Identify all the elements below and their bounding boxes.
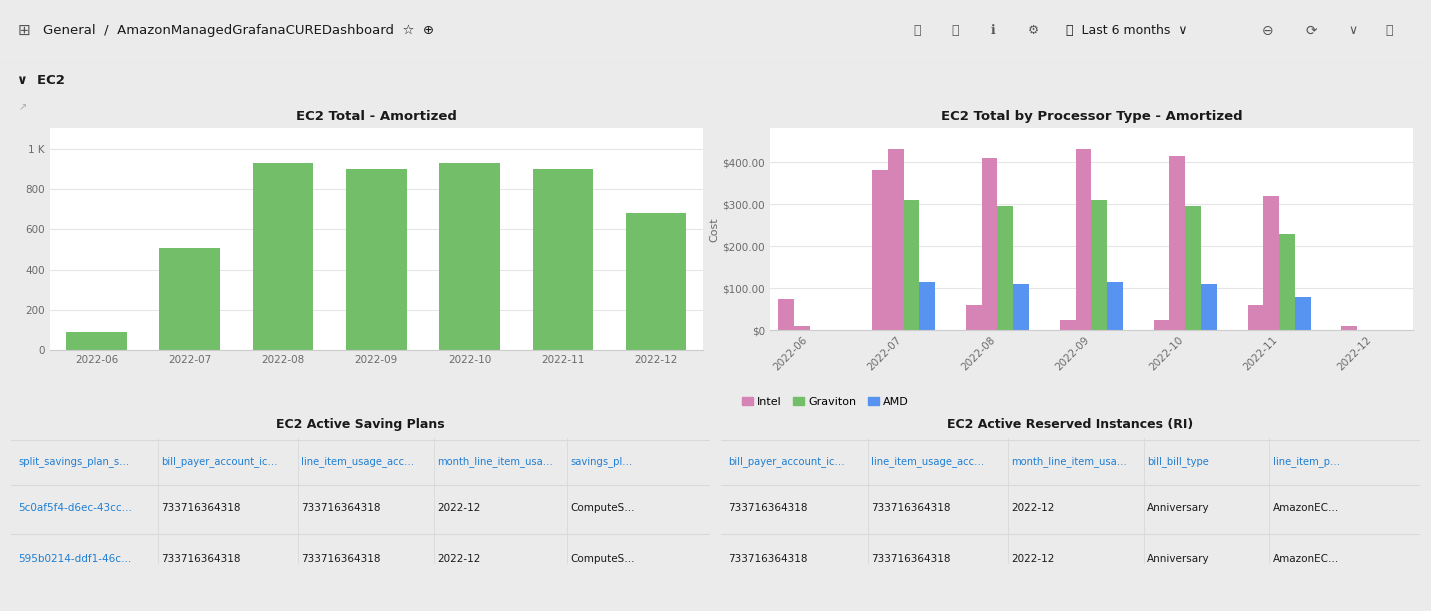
Bar (919, 282, 934, 331)
Text: 733716364318: 733716364318 (871, 554, 950, 564)
Text: ComputeS…: ComputeS… (570, 554, 635, 564)
Text: EC2 Active Reserved Instances (RI): EC2 Active Reserved Instances (RI) (947, 419, 1193, 431)
Text: 733716364318: 733716364318 (728, 554, 807, 564)
Text: AmazonEC…: AmazonEC… (1274, 503, 1339, 513)
Bar (1169, 156, 1185, 331)
Text: 2022-12: 2022-12 (1012, 554, 1055, 564)
Text: savings_pl…: savings_pl… (570, 456, 633, 467)
Text: 733716364318: 733716364318 (728, 503, 807, 513)
Text: 733716364318: 733716364318 (302, 554, 381, 564)
Text: 733716364318: 733716364318 (162, 554, 240, 564)
Bar (794, 326, 810, 331)
Bar (1092, 200, 1108, 331)
Bar (1295, 297, 1311, 331)
Y-axis label: Cost: Cost (710, 217, 720, 242)
Text: 2022-12: 2022-12 (1012, 503, 1055, 513)
Text: bill_bill_type: bill_bill_type (1148, 456, 1209, 467)
Text: ComputeS…: ComputeS… (570, 503, 635, 513)
Text: ⊖: ⊖ (1262, 24, 1274, 38)
Bar (1264, 196, 1279, 331)
Text: ⏱  Last 6 months  ∨: ⏱ Last 6 months ∨ (1066, 24, 1188, 37)
Legend: Intel, Graviton, AMD: Intel, Graviton, AMD (737, 392, 913, 411)
Bar (625, 213, 687, 351)
Bar (532, 169, 594, 351)
Bar (1341, 326, 1357, 331)
Bar (1013, 284, 1029, 331)
Text: ∨: ∨ (1348, 24, 1357, 37)
Text: month_line_item_usa…: month_line_item_usa… (1012, 456, 1126, 467)
Text: ℹ: ℹ (990, 24, 995, 37)
Text: Anniversary: Anniversary (1148, 503, 1209, 513)
Text: bill_payer_account_ic…: bill_payer_account_ic… (162, 456, 278, 467)
Text: 2022-12: 2022-12 (438, 554, 481, 564)
Title: EC2 Total - Amortized: EC2 Total - Amortized (296, 110, 456, 123)
Bar (997, 207, 1013, 331)
Text: 733716364318: 733716364318 (871, 503, 950, 513)
Text: bill_payer_account_ic…: bill_payer_account_ic… (728, 456, 844, 467)
Text: 🖥: 🖥 (1385, 24, 1392, 37)
Text: 733716364318: 733716364318 (162, 503, 240, 513)
Bar (982, 158, 997, 331)
Bar (1201, 284, 1216, 331)
Text: General  /  AmazonManagedGrafanaCUREDashboard  ☆  ⊕: General / AmazonManagedGrafanaCUREDashbo… (43, 24, 434, 37)
Text: ∨  EC2: ∨ EC2 (17, 75, 64, 87)
Text: ↗: ↗ (19, 103, 27, 112)
Bar (1108, 282, 1123, 331)
Text: line_item_usage_acc…: line_item_usage_acc… (871, 456, 985, 467)
Bar (778, 299, 794, 331)
Text: split_savings_plan_s…: split_savings_plan_s… (19, 456, 130, 467)
Bar (1279, 233, 1295, 331)
Text: 2022-12: 2022-12 (438, 503, 481, 513)
Bar (66, 332, 127, 351)
Bar (1060, 320, 1076, 331)
Text: 📊: 📊 (913, 24, 920, 37)
Text: line_item_p…: line_item_p… (1274, 456, 1339, 467)
Text: ⚙: ⚙ (1027, 24, 1039, 37)
Text: 733716364318: 733716364318 (302, 503, 381, 513)
Text: 💾: 💾 (952, 24, 959, 37)
Bar (159, 247, 220, 351)
Bar (253, 163, 313, 351)
Text: AmazonEC…: AmazonEC… (1274, 554, 1339, 564)
Bar (439, 163, 499, 351)
Text: ⟳: ⟳ (1305, 24, 1317, 38)
Text: Anniversary: Anniversary (1148, 554, 1209, 564)
Bar (1076, 150, 1092, 331)
Bar (966, 305, 982, 331)
Bar (1153, 320, 1169, 331)
Text: EC2 Active Saving Plans: EC2 Active Saving Plans (276, 419, 445, 431)
Text: 595b0214-ddf1-46c…: 595b0214-ddf1-46c… (19, 554, 132, 564)
Text: ⊞: ⊞ (17, 23, 30, 38)
Text: month_line_item_usa…: month_line_item_usa… (438, 456, 554, 467)
Bar (346, 169, 406, 351)
Text: 5c0af5f4-d6ec-43cc…: 5c0af5f4-d6ec-43cc… (19, 503, 133, 513)
Bar (1185, 207, 1201, 331)
Bar (903, 200, 919, 331)
Bar (887, 150, 903, 331)
Title: EC2 Total by Processor Type - Amortized: EC2 Total by Processor Type - Amortized (940, 110, 1242, 123)
Bar (1248, 305, 1264, 331)
Bar (871, 170, 887, 331)
Text: line_item_usage_acc…: line_item_usage_acc… (302, 456, 415, 467)
